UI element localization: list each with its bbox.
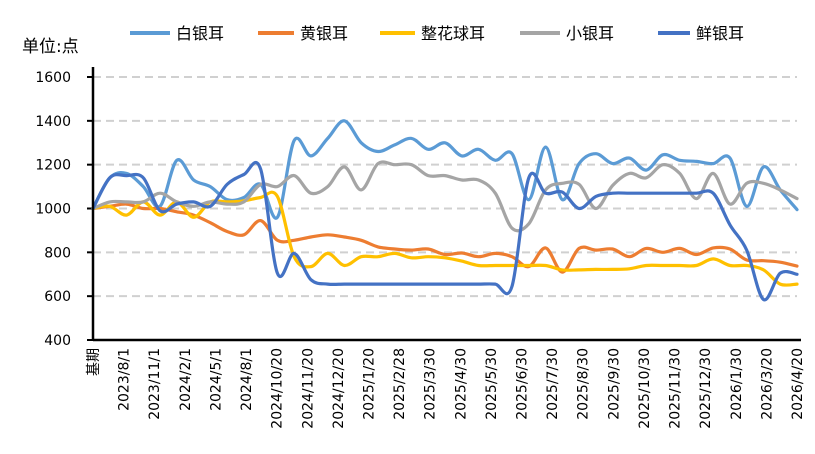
x-tick-label: 2023/11/1 [147, 348, 163, 420]
y-tick-label: 1400 [35, 114, 71, 130]
gridlines [93, 76, 797, 298]
legend-label: 白银耳 [176, 24, 224, 43]
y-tick-label: 1200 [35, 158, 71, 174]
legend: 白银耳 黄银耳 整花球耳 小银耳 鲜银耳 [130, 24, 744, 43]
y-tick-label: 400 [44, 333, 71, 349]
series-line-2 [91, 202, 799, 274]
x-tick-label: 2025/9/30 [606, 348, 622, 420]
x-tick-label: 2025/8/30 [576, 348, 592, 420]
x-tick-label: 2024/11/20 [300, 348, 316, 429]
x-tick-label: 基期 [85, 348, 102, 376]
x-tick-label: 2025/6/30 [515, 348, 531, 420]
y-axis: 400 600 800 1000 1200 1400 1600 [35, 70, 93, 349]
legend-item: 整花球耳 [380, 24, 485, 43]
legend-item: 鲜银耳 [658, 24, 744, 43]
x-tick-label: 2025/10/30 [637, 348, 653, 429]
x-tick-label: 2025/1/20 [361, 348, 377, 420]
axes [91, 67, 801, 342]
x-tick-label: 2024/10/20 [270, 348, 286, 429]
legend-label: 小银耳 [566, 24, 614, 43]
legend-item: 黄银耳 [258, 24, 348, 43]
x-tick-label: 2024/12/20 [331, 348, 347, 429]
x-tick-label: 2025/7/30 [545, 348, 561, 420]
y-tick-label: 1000 [35, 202, 71, 218]
legend-item: 小银耳 [520, 24, 614, 43]
x-axis: 基期 2023/8/1 2023/11/1 2024/2/1 2024/5/1 2024/… [85, 348, 806, 429]
y-tick-label: 1600 [35, 70, 71, 86]
x-tick-label: 2025/12/30 [698, 348, 714, 429]
legend-item: 白银耳 [130, 24, 224, 43]
series-line-1 [91, 119, 799, 220]
unit-label: 单位:点 [22, 37, 79, 57]
legend-label: 整花球耳 [421, 24, 485, 43]
series-line-4 [91, 160, 799, 233]
x-tick-label: 2026/3/20 [759, 348, 775, 420]
y-tick-label: 800 [44, 245, 71, 261]
x-tick-label: 2024/2/1 [178, 348, 194, 411]
x-tick-label: 2026/4/20 [790, 348, 806, 420]
x-tick-label: 2026/1/30 [729, 348, 745, 420]
x-tick-label: 2025/5/30 [484, 348, 500, 420]
x-tick-label: 2025/2/28 [392, 348, 408, 420]
series-line-5 [91, 160, 799, 302]
x-tick-label: 2023/8/1 [117, 348, 133, 411]
legend-label: 鲜银耳 [696, 24, 744, 43]
series-lines [91, 119, 799, 302]
x-tick-label: 2024/5/1 [208, 348, 224, 411]
legend-label: 黄银耳 [300, 24, 348, 43]
x-tick-label: 2025/3/30 [423, 348, 439, 420]
x-tick-label: 2024/8/1 [239, 348, 255, 411]
x-tick-label: 2025/11/30 [668, 348, 684, 429]
x-tick-label: 2025/4/30 [453, 348, 469, 420]
y-tick-label: 600 [44, 289, 71, 305]
